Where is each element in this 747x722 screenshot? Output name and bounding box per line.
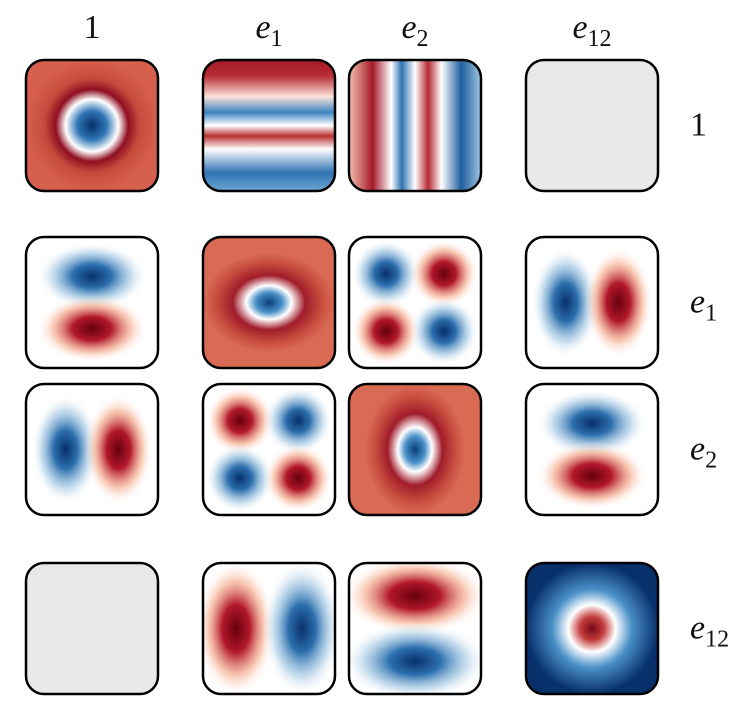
kernel-tile (349, 60, 481, 191)
kernel-tile (26, 60, 158, 191)
kernel-tile (26, 237, 158, 368)
kernel-tile (526, 563, 658, 694)
tile-border (347, 561, 483, 696)
lobe (351, 297, 421, 366)
tile-border (24, 58, 160, 193)
lobe (262, 563, 335, 694)
lobe (349, 563, 481, 636)
kernel-tile (349, 563, 481, 694)
lobe (409, 297, 479, 366)
kernel-tile (203, 60, 335, 191)
label-text: 1 (690, 107, 707, 144)
lobe (203, 563, 276, 694)
tile-border (201, 235, 337, 370)
tile-border (24, 382, 160, 517)
label-subscript: 2 (705, 448, 717, 474)
kernel-tile (526, 237, 658, 368)
tile-bg (526, 60, 658, 191)
lobe (409, 239, 479, 308)
tile-border (524, 561, 660, 696)
lobe (205, 444, 275, 513)
kernel-tile (26, 563, 158, 694)
lobe (263, 444, 333, 513)
tile-border (524, 235, 660, 370)
axis-label: 1 (84, 9, 101, 46)
tile-bg (349, 60, 481, 191)
label-text: e (690, 431, 705, 468)
lobe (84, 394, 153, 505)
tile-border (347, 58, 483, 193)
tile-bg (26, 563, 158, 694)
tile-bg (26, 60, 158, 191)
lobe (349, 621, 481, 694)
tile-border (201, 382, 337, 517)
lobe (351, 239, 421, 308)
kernel-tile (526, 384, 658, 515)
tile-border (347, 235, 483, 370)
tile-border (201, 561, 337, 696)
kernel-tile (349, 384, 481, 515)
lobe (36, 242, 148, 311)
tile-border (524, 58, 660, 193)
kernel-tile (203, 237, 335, 368)
tile-border (201, 58, 337, 193)
lobe (536, 441, 648, 510)
tile-border (24, 235, 160, 370)
label-subscript: 1 (271, 26, 283, 52)
label-subscript: 12 (588, 26, 612, 52)
lobe (205, 386, 275, 455)
tile-bg (203, 60, 335, 191)
axis-label: e2 (401, 9, 428, 52)
kernel-tile (203, 384, 335, 515)
tile-border (347, 382, 483, 517)
label-text: e (690, 610, 705, 647)
tile-bg (203, 237, 335, 368)
label-text: e (690, 284, 705, 321)
tile-border (524, 382, 660, 517)
kernel-tile (203, 563, 335, 694)
axis-label: e1 (255, 9, 282, 52)
axis-label: e12 (690, 610, 729, 653)
label-subscript: 2 (417, 26, 429, 52)
lobe (536, 389, 648, 458)
label-text: e (572, 9, 587, 46)
axis-label: e1 (690, 284, 717, 327)
label-subscript: 12 (705, 627, 729, 653)
lobe (31, 394, 100, 505)
lobe (584, 247, 653, 358)
tile-bg (526, 563, 658, 694)
label-text: e (255, 9, 270, 46)
label-text: 1 (84, 9, 101, 46)
tile-bg (349, 384, 481, 515)
lobe (263, 386, 333, 455)
lobe (36, 294, 148, 363)
kernel-tile (26, 384, 158, 515)
axis-label: 1 (690, 107, 707, 144)
label-text: e (401, 9, 416, 46)
tile-border (24, 561, 160, 696)
kernel-tile (349, 237, 481, 368)
axis-label: e12 (572, 9, 611, 52)
kernel-tile (526, 60, 658, 191)
lobe (531, 247, 600, 358)
axis-label: e2 (690, 431, 717, 474)
label-subscript: 1 (705, 301, 717, 327)
